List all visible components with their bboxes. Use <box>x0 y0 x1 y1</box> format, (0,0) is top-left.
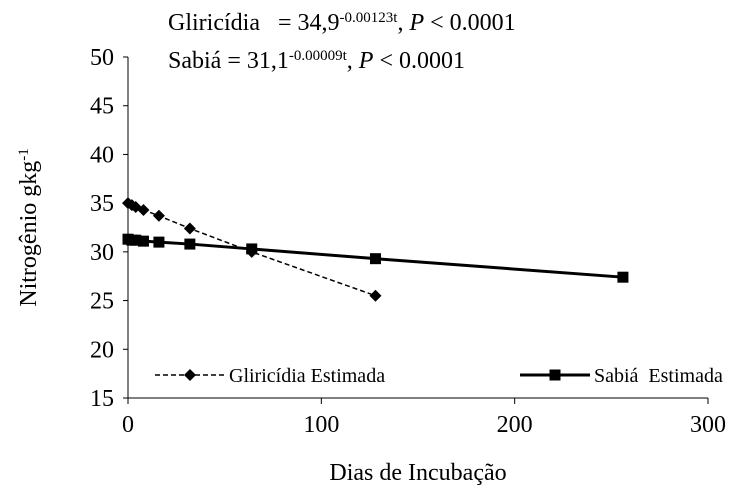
marker <box>137 235 149 247</box>
x-tick-label: 100 <box>303 412 339 438</box>
marker <box>137 203 150 216</box>
y-axis-label-superscript: -1 <box>16 148 32 161</box>
equation-tail: < 0.0001 <box>424 10 516 36</box>
y-axis-label: Nitrogênio gkg-1 <box>16 148 42 306</box>
marker <box>153 236 165 248</box>
equation-exponent: -0.00009t <box>289 48 348 64</box>
equation-lead: Sabiá = 31,1 <box>168 48 289 74</box>
equation-lead: Gliricídia = 34,9 <box>168 10 340 36</box>
y-tick-label: 15 <box>90 386 114 412</box>
y-tick-label: 30 <box>90 240 114 266</box>
marker <box>369 253 381 265</box>
legend-label: Sabiá Estimada <box>594 365 723 387</box>
marker <box>183 222 196 235</box>
equation: Gliricídia = 34,9-0.00123t, P < 0.0001 <box>168 10 516 36</box>
y-tick-label: 40 <box>90 142 114 168</box>
equation-tail: < 0.0001 <box>373 48 465 74</box>
equation-exponent: -0.00123t <box>340 10 399 26</box>
equation: Sabiá = 31,1-0.00009t, P < 0.0001 <box>168 48 465 74</box>
legend-label: Gliricídia Estimada <box>229 365 385 387</box>
equation-mid: , <box>347 48 359 74</box>
marker <box>369 289 382 302</box>
y-axis-label-text: Nitrogênio gkg <box>16 161 42 307</box>
x-axis-label: Dias de Incubação <box>329 460 506 486</box>
legend-marker <box>184 369 196 381</box>
y-tick-label: 35 <box>90 191 114 217</box>
legend-marker <box>549 369 561 381</box>
equation-p: P <box>358 48 374 74</box>
y-tick-label: 45 <box>90 94 114 120</box>
y-tick-label: 20 <box>90 337 114 363</box>
x-tick-label: 0 <box>122 412 134 438</box>
x-tick-label: 300 <box>690 412 726 438</box>
marker <box>617 271 629 283</box>
y-tick-label: 25 <box>90 289 114 315</box>
x-tick-label: 200 <box>497 412 533 438</box>
y-tick-label: 50 <box>90 45 114 71</box>
marker <box>184 238 196 250</box>
marker <box>130 234 142 246</box>
equation-p: P <box>408 10 424 36</box>
marker <box>246 243 258 255</box>
marker <box>152 209 165 222</box>
equation-mid: , <box>397 10 409 36</box>
